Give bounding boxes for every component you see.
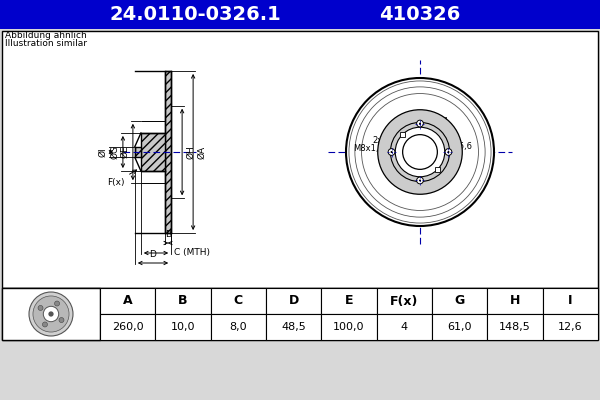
Text: 100,0: 100,0 — [333, 322, 365, 332]
Circle shape — [33, 296, 69, 332]
Circle shape — [391, 151, 392, 153]
Circle shape — [346, 78, 494, 226]
Circle shape — [29, 292, 73, 336]
Bar — [487, 288, 542, 314]
Text: 61,0: 61,0 — [448, 322, 472, 332]
Text: Ø104: Ø104 — [425, 116, 449, 125]
Bar — [135, 146, 141, 158]
Bar — [100, 314, 155, 340]
Text: 10,0: 10,0 — [171, 322, 195, 332]
Bar — [100, 288, 155, 314]
Text: D: D — [289, 294, 299, 308]
Bar — [211, 314, 266, 340]
Text: I: I — [568, 294, 572, 308]
Text: 260,0: 260,0 — [112, 322, 143, 332]
Bar — [266, 288, 322, 314]
Bar — [432, 288, 487, 314]
Circle shape — [403, 135, 437, 169]
Text: 24.0110-0326.1: 24.0110-0326.1 — [109, 6, 281, 24]
Bar — [266, 314, 322, 340]
Bar — [435, 167, 440, 172]
Circle shape — [395, 127, 445, 177]
Circle shape — [419, 122, 421, 124]
Text: C: C — [234, 294, 243, 308]
Text: 48,5: 48,5 — [281, 322, 306, 332]
Text: ØA: ØA — [197, 146, 206, 158]
Text: Illustration similar: Illustration similar — [5, 39, 87, 48]
Text: F(x): F(x) — [107, 170, 137, 187]
Bar — [377, 314, 432, 340]
Circle shape — [38, 306, 43, 310]
Text: F(x): F(x) — [390, 294, 419, 308]
Text: ØH: ØH — [186, 145, 195, 159]
Bar — [211, 288, 266, 314]
Circle shape — [59, 318, 64, 322]
Bar — [542, 314, 598, 340]
Circle shape — [55, 301, 59, 306]
Text: B: B — [178, 294, 188, 308]
Text: D: D — [149, 250, 157, 259]
Bar — [400, 132, 405, 137]
Text: M8x1,25: M8x1,25 — [353, 144, 389, 153]
Text: C (MTH): C (MTH) — [174, 248, 210, 258]
Bar — [141, 133, 165, 171]
Text: B: B — [165, 230, 171, 239]
Bar — [155, 288, 211, 314]
Text: 4: 4 — [401, 322, 408, 332]
Circle shape — [378, 110, 462, 194]
Text: Ø6,6: Ø6,6 — [452, 142, 472, 151]
Text: ØG: ØG — [110, 145, 119, 159]
Bar — [542, 288, 598, 314]
Circle shape — [49, 311, 53, 317]
Text: G: G — [455, 294, 465, 308]
Bar — [2, 288, 100, 340]
Circle shape — [416, 120, 424, 127]
Text: 8,0: 8,0 — [230, 322, 247, 332]
Bar — [322, 288, 377, 314]
Text: ØE: ØE — [120, 146, 129, 158]
Circle shape — [43, 322, 47, 327]
Text: 148,5: 148,5 — [499, 322, 531, 332]
Bar — [155, 314, 211, 340]
Text: Ø87: Ø87 — [424, 120, 443, 129]
Text: 2x: 2x — [452, 150, 463, 159]
Bar — [0, 0, 600, 29]
Bar — [165, 71, 171, 233]
Text: A: A — [123, 294, 133, 308]
Bar — [2, 31, 598, 288]
Bar — [432, 314, 487, 340]
Bar — [487, 314, 542, 340]
Circle shape — [416, 177, 424, 184]
Bar — [2, 288, 598, 340]
Text: H: H — [510, 294, 520, 308]
Bar — [377, 288, 432, 314]
Text: Abbildung ähnlich: Abbildung ähnlich — [5, 31, 87, 40]
Text: ØI: ØI — [98, 147, 107, 157]
Bar — [322, 314, 377, 340]
Circle shape — [445, 149, 452, 155]
Circle shape — [419, 180, 421, 182]
Circle shape — [448, 151, 449, 153]
Text: E: E — [345, 294, 353, 308]
Text: 12,6: 12,6 — [558, 322, 583, 332]
Circle shape — [43, 306, 59, 322]
Text: 2x⊙: 2x⊙ — [372, 136, 389, 145]
Text: 410326: 410326 — [379, 6, 461, 24]
Circle shape — [388, 149, 395, 155]
